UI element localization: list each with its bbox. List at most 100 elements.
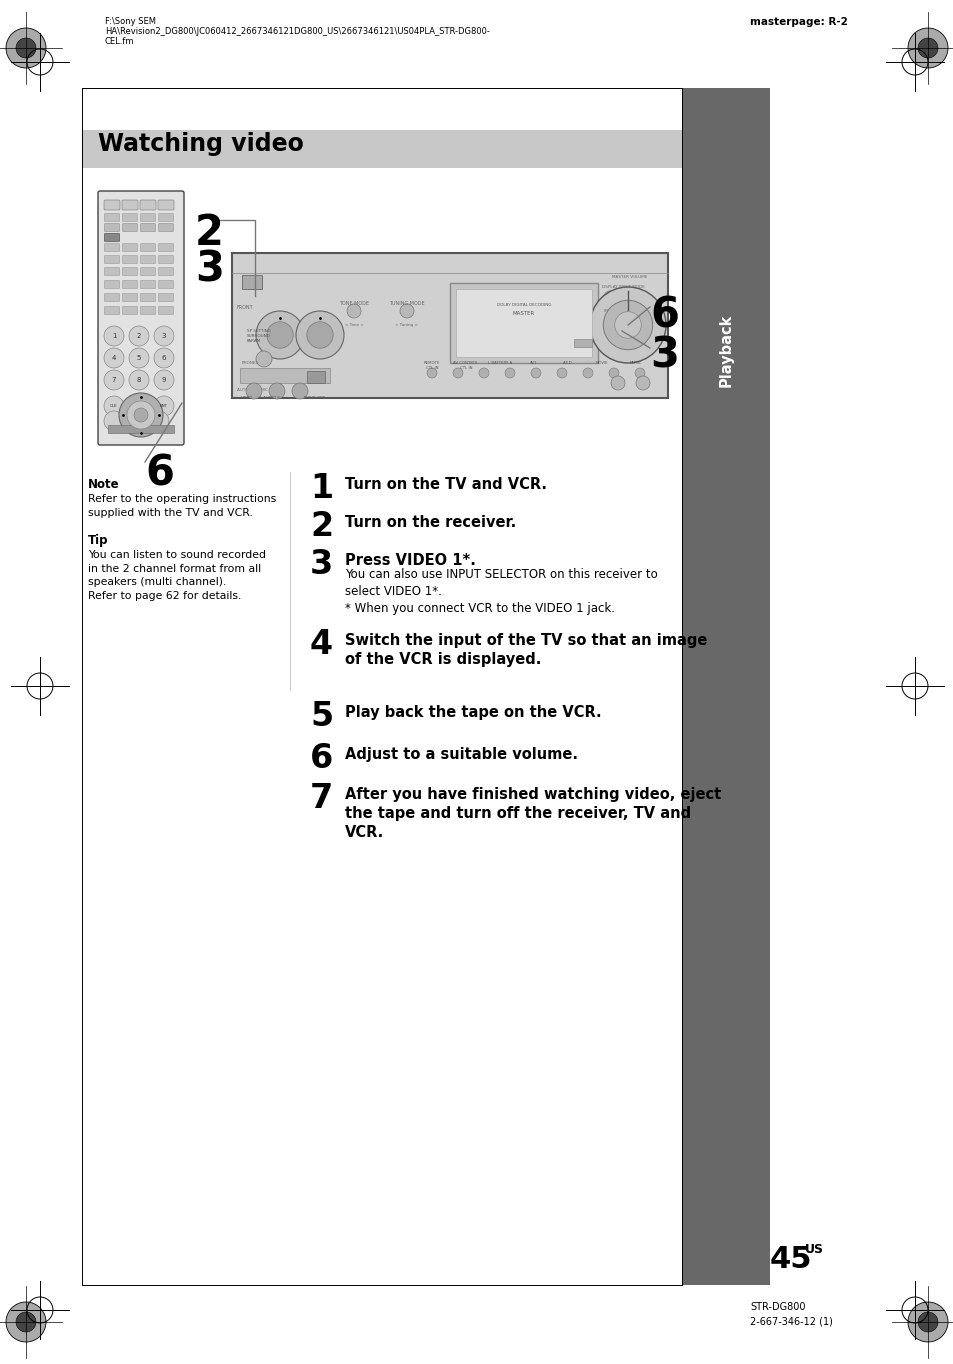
Text: 45: 45 (769, 1245, 812, 1274)
FancyBboxPatch shape (105, 224, 119, 232)
Text: 5: 5 (136, 355, 141, 361)
FancyBboxPatch shape (158, 224, 173, 232)
Text: L BATTERY A: L BATTERY A (487, 361, 512, 366)
FancyBboxPatch shape (158, 307, 173, 315)
Circle shape (129, 370, 149, 390)
Text: After you have finished watching video, eject
the tape and turn off the receiver: After you have finished watching video, … (345, 787, 720, 840)
Text: 9: 9 (162, 376, 166, 383)
Circle shape (104, 348, 124, 368)
Text: SP SETTING
SURROUND
PARAM: SP SETTING SURROUND PARAM (247, 329, 271, 342)
Circle shape (907, 1303, 947, 1342)
FancyBboxPatch shape (140, 201, 156, 210)
Text: L AUDIO R: L AUDIO R (260, 396, 280, 400)
Text: DISPLAY: DISPLAY (601, 285, 618, 289)
FancyBboxPatch shape (105, 233, 119, 241)
Text: 3: 3 (649, 336, 679, 376)
Circle shape (608, 368, 618, 378)
Text: 4: 4 (310, 627, 333, 662)
Bar (240, 368, 330, 383)
FancyBboxPatch shape (158, 201, 173, 210)
Circle shape (6, 29, 46, 68)
Text: AV1: AV1 (530, 361, 537, 366)
Text: 2: 2 (310, 510, 333, 543)
FancyBboxPatch shape (104, 201, 120, 210)
Circle shape (582, 368, 593, 378)
FancyBboxPatch shape (158, 293, 173, 301)
Circle shape (531, 368, 540, 378)
Text: 6: 6 (649, 295, 679, 337)
FancyBboxPatch shape (140, 281, 155, 289)
Circle shape (625, 291, 638, 303)
Text: REMOTE
CTL IN: REMOTE CTL IN (423, 361, 439, 370)
Circle shape (917, 38, 937, 59)
FancyBboxPatch shape (122, 255, 137, 263)
Text: 2: 2 (136, 333, 141, 340)
Text: INPUT SELECTOR: INPUT SELECTOR (604, 310, 639, 312)
Text: 7: 7 (310, 782, 333, 816)
Text: Play back the tape on the VCR.: Play back the tape on the VCR. (345, 705, 601, 720)
Circle shape (399, 304, 414, 318)
Bar (82, 130, 681, 168)
FancyBboxPatch shape (140, 244, 155, 251)
Circle shape (246, 383, 262, 400)
FancyBboxPatch shape (158, 214, 173, 221)
Bar (574, 340, 592, 346)
Text: DVD/D.OPT: DVD/D.OPT (304, 396, 326, 400)
Text: 3: 3 (162, 333, 166, 340)
FancyBboxPatch shape (140, 267, 155, 276)
Bar (307, 371, 325, 383)
Circle shape (153, 396, 173, 416)
Circle shape (127, 401, 154, 430)
FancyBboxPatch shape (140, 224, 155, 232)
Circle shape (153, 370, 173, 390)
Text: STR-DG800
2-667-346-12 (1): STR-DG800 2-667-346-12 (1) (749, 1303, 832, 1326)
Text: Playback: Playback (718, 314, 733, 386)
FancyBboxPatch shape (122, 201, 138, 210)
Text: CLE: CLE (110, 404, 118, 408)
Circle shape (589, 286, 665, 363)
FancyBboxPatch shape (122, 214, 137, 221)
Text: < Tuning >: < Tuning > (395, 323, 418, 327)
Circle shape (129, 326, 149, 346)
FancyBboxPatch shape (105, 267, 119, 276)
Circle shape (453, 368, 462, 378)
FancyBboxPatch shape (122, 293, 137, 301)
Circle shape (917, 1312, 937, 1333)
Circle shape (16, 38, 36, 59)
FancyBboxPatch shape (158, 267, 173, 276)
FancyBboxPatch shape (105, 214, 119, 221)
Circle shape (612, 321, 631, 341)
Text: 4: 4 (112, 355, 116, 361)
Text: DOLBY DIGITAL DECODING: DOLBY DIGITAL DECODING (497, 303, 551, 307)
Circle shape (104, 370, 124, 390)
Text: Adjust to a suitable volume.: Adjust to a suitable volume. (345, 747, 578, 762)
Circle shape (504, 368, 515, 378)
Circle shape (153, 326, 173, 346)
FancyBboxPatch shape (105, 307, 119, 315)
FancyBboxPatch shape (140, 307, 155, 315)
Text: Refer to the operating instructions
supplied with the TV and VCR.: Refer to the operating instructions supp… (88, 494, 276, 517)
Circle shape (269, 383, 285, 400)
Text: Watching video: Watching video (98, 132, 304, 155)
Text: MASTER: MASTER (513, 311, 535, 316)
Circle shape (610, 376, 624, 390)
Text: MUSIC: MUSIC (629, 361, 641, 366)
Bar (450, 282, 598, 363)
FancyBboxPatch shape (140, 255, 155, 263)
Circle shape (295, 311, 344, 359)
FancyBboxPatch shape (105, 281, 119, 289)
Text: PHONES: PHONES (242, 361, 258, 366)
Text: INPUT MODE: INPUT MODE (618, 285, 644, 289)
Circle shape (292, 383, 308, 400)
Text: MASTER VOLUME: MASTER VOLUME (612, 276, 647, 280)
Text: 2: 2 (194, 211, 224, 254)
Text: MOVIE: MOVIE (595, 361, 608, 366)
Circle shape (267, 322, 293, 348)
Circle shape (104, 326, 124, 346)
Circle shape (255, 351, 272, 367)
Text: 3: 3 (194, 248, 224, 291)
Circle shape (149, 411, 169, 431)
Text: ENT: ENT (160, 404, 168, 408)
Bar (242, 276, 262, 289)
Text: You can listen to sound recorded
in the 2 channel format from all
speakers (mult: You can listen to sound recorded in the … (88, 550, 266, 600)
